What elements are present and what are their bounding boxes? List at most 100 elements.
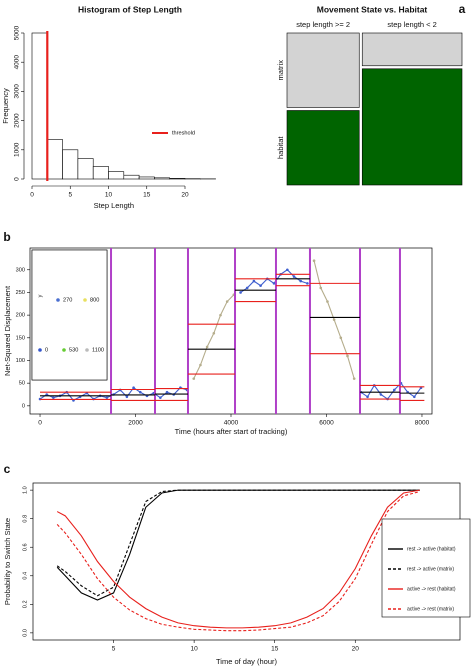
mosaic-cell [361,68,463,186]
histogram-bar [138,176,155,180]
x-tick-label: 4000 [224,420,239,427]
y-tick-label: 100 [16,358,25,364]
series-point [212,331,216,335]
histogram-bar [62,149,79,180]
y-tick-label: 0.2 [22,600,28,608]
column-label: step length < 2 [387,20,436,29]
series-line [56,489,420,601]
x-tick-label: 0 [30,192,34,199]
panel-label: a [459,2,466,16]
y-tick-label: 200 [16,313,25,319]
x-tick-label: 20 [181,192,189,199]
x-tick-label: 5 [68,192,72,199]
series-point [332,318,336,321]
series-point [339,336,343,340]
y-tick-label: 3000 [14,84,21,99]
legend-dot [83,298,87,302]
y-tick-label: 0.8 [22,515,28,523]
y-tick-label: 1000 [14,142,21,157]
y-tick-label: 0.0 [22,629,28,637]
x-tick-label: 20 [352,646,360,653]
row-label: matrix [276,60,285,81]
legend-label: 270 [63,297,72,303]
series-point [379,393,383,396]
series-point [245,286,249,290]
series-point [52,396,55,399]
series-point [199,363,202,367]
series-point [392,388,396,392]
series-point [286,268,289,272]
series-point [225,300,229,303]
panel-label: c [4,462,11,476]
mosaic-cell [286,110,360,186]
legend-label: threshold [172,130,195,136]
series-point [252,279,256,283]
chart-title: Movement State vs. Habitat [317,4,428,14]
series-point [45,393,49,396]
y-tick-label: 0 [22,403,25,409]
histogram-bar [77,158,94,180]
legend-label: 800 [90,297,99,303]
legend-label: 530 [69,347,78,353]
y-tick-label: 150 [16,335,25,341]
column-label: step length >= 2 [296,20,350,29]
series-point [105,396,109,399]
series-point [306,282,309,285]
x-tick-label: 10 [191,646,199,653]
row-label: habitat [276,136,285,159]
series-point [138,390,142,394]
y-tick-label: 0.6 [22,543,28,551]
x-tick-label: 0 [38,420,42,427]
series-point [413,395,416,399]
x-tick-label: 15 [143,192,151,199]
legend-label: rest -> active (habitat) [407,546,456,552]
y-tick-label: 0 [14,177,21,181]
x-axis-label: Step Length [94,201,134,210]
legend-dot [85,348,89,352]
legend-label: active -> rest (matrix) [407,606,454,612]
x-tick-label: 5 [112,646,116,653]
legend-box [381,518,471,618]
series-point [312,259,316,262]
series-point [205,345,209,349]
legend-label: 1100 [92,347,104,353]
series-point [125,395,129,399]
y-tick-label: 2000 [14,113,21,128]
y-axis-label: Probability to Switch State [3,518,12,605]
legend-label: 0 [45,347,48,353]
series-point [319,286,323,290]
x-axis-label: Time (hours after start of tracking) [175,427,288,436]
series-point [352,377,356,380]
histogram-bar [46,139,63,180]
legend-title: y [37,294,43,297]
y-axis-label: Net-Squared Displacement [3,285,12,376]
series-point [239,291,242,294]
y-axis-label: Frequency [1,88,10,124]
histogram-bar [108,171,125,180]
legend-cover [31,249,108,381]
series-point [165,390,169,394]
y-tick-label: 0.4 [22,572,28,580]
legend-dot [38,348,42,352]
legend-label: active -> rest (habitat) [407,586,456,592]
x-tick-label: 8000 [415,420,430,427]
series-point [272,282,276,285]
y-tick-label: 250 [16,290,25,296]
series-point [326,300,329,303]
x-tick-label: 2000 [128,420,143,427]
series-point [292,275,296,278]
y-tick-label: 1.0 [22,486,28,494]
legend-dot [56,298,60,302]
series-point [366,395,369,399]
histogram-bar [123,174,140,180]
series-point [259,284,262,287]
mosaic-cell [286,32,360,108]
y-tick-label: 300 [16,267,25,273]
series-point [159,396,162,399]
y-tick-label: 50 [19,381,25,387]
mosaic-cell [361,32,463,67]
series-point [192,377,196,380]
chart-title: Histogram of Step Length [78,4,182,14]
legend-dot [62,348,66,352]
